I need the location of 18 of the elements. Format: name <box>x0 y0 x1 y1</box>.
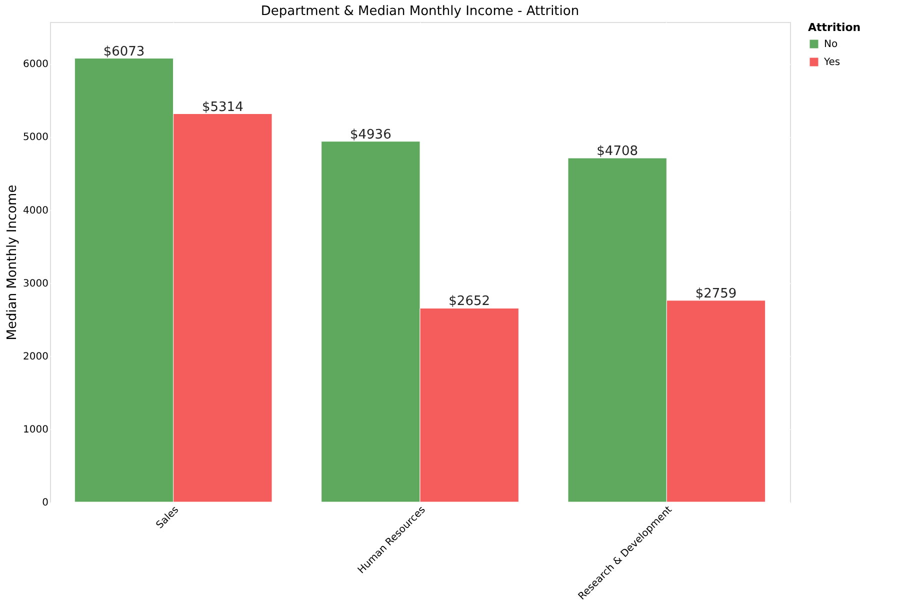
y-tick-label: 6000 <box>23 59 48 70</box>
legend-label: Yes <box>823 57 840 68</box>
data-label: $4708 <box>596 144 638 160</box>
legend-title: Attrition <box>808 21 861 34</box>
data-label: $2652 <box>448 294 490 310</box>
data-label: $6073 <box>103 44 145 60</box>
y-tick-label: 0 <box>42 498 48 508</box>
y-tick-label: 2000 <box>23 351 48 362</box>
y-tick-label: 3000 <box>23 278 48 290</box>
data-label: $2759 <box>695 286 737 302</box>
y-tick-label: 5000 <box>23 132 48 144</box>
chart-title: Department & Median Monthly Income - Attrition <box>260 4 580 19</box>
y-tick-label: 1000 <box>23 424 48 436</box>
y-axis-title: Median Monthly Income <box>5 184 20 340</box>
legend-label: No <box>824 39 838 50</box>
data-label: $5314 <box>202 100 244 115</box>
y-tick-label: 4000 <box>23 205 48 216</box>
data-label: $4936 <box>350 127 392 142</box>
